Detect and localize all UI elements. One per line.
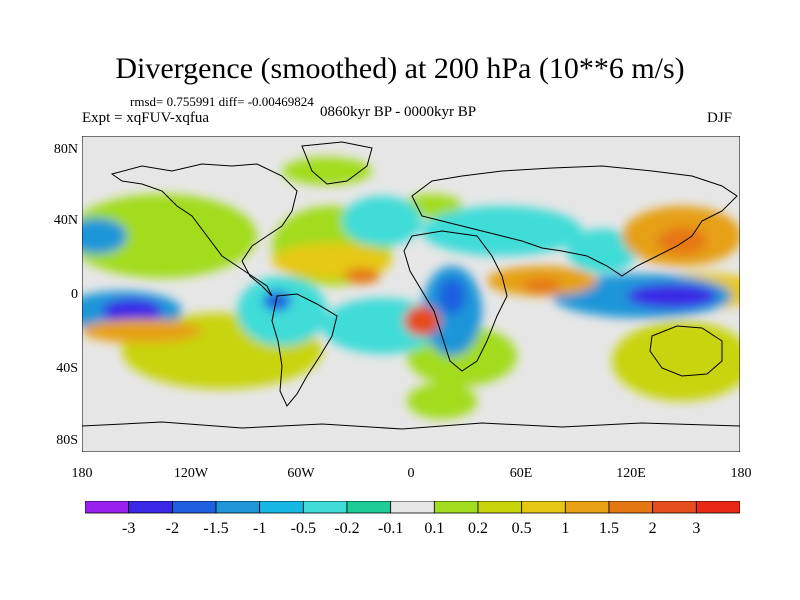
lon-tick-label: 180: [730, 466, 752, 481]
colorbar-label: -0.5: [290, 520, 316, 537]
colorbar-label: -1: [252, 520, 267, 537]
colorbar-label: 3: [692, 520, 701, 537]
lat-tick-label: 0: [71, 287, 78, 302]
colorbar-swatch: [433, 501, 479, 514]
colorbar-swatch: [215, 501, 261, 514]
colorbar-label: 0.5: [511, 520, 532, 537]
colorbar-label: 2: [648, 520, 657, 537]
colorbar-swatch: [85, 501, 130, 514]
colorbar-label: -3: [121, 520, 136, 537]
colorbar-label: -0.1: [377, 520, 404, 537]
colorbar-label: 0.1: [424, 520, 445, 537]
colorbar-swatch: [695, 501, 740, 514]
lat-tick-label: 40S: [56, 361, 78, 376]
colorbar-swatch: [652, 501, 697, 514]
lat-tick-label: 80N: [53, 142, 78, 157]
colorbar-swatch: [608, 501, 654, 514]
colorbar-swatch: [390, 501, 435, 514]
divergence-map: [82, 136, 740, 452]
colorbar-label: -1.5: [203, 520, 229, 537]
season-label: DJF: [707, 110, 733, 126]
colorbar-label: -2: [165, 520, 179, 537]
colorbar-swatch: [521, 501, 566, 514]
period-label: 0860kyr BP - 0000kyr BP: [320, 104, 477, 120]
colorbar-swatch: [128, 501, 173, 514]
colorbar-swatch: [259, 501, 304, 514]
plot-title: Divergence (smoothed) at 200 hPa (10**6 …: [115, 52, 685, 85]
colorbar-label: 1: [561, 520, 570, 537]
lat-tick-label: 40N: [53, 213, 78, 228]
divergence-field: [82, 157, 740, 419]
colorbar-swatch: [564, 501, 610, 514]
colorbar-swatch: [171, 501, 217, 514]
lon-tick-label: 0: [407, 466, 415, 481]
lon-tick-label: 120W: [173, 466, 209, 481]
lon-tick-label: 60E: [509, 466, 533, 481]
lat-tick-label: 80S: [56, 433, 78, 448]
colorbar-swatch: [477, 501, 523, 514]
colorbar-label: 1.5: [599, 520, 619, 537]
experiment-label: Expt = xqFUV-xqfua: [82, 110, 210, 126]
colorbar-label: 0.2: [468, 520, 488, 537]
colorbar: [85, 501, 740, 514]
colorbar-swatch: [346, 501, 392, 514]
stats-text: rmsd= 0.755991 diff= -0.00469824: [130, 94, 314, 109]
lon-tick-label: 180: [71, 466, 93, 481]
lon-tick-label: 120E: [616, 466, 646, 481]
colorbar-swatch: [302, 501, 348, 514]
lon-tick-label: 60W: [287, 466, 315, 481]
colorbar-label: -0.2: [334, 520, 360, 537]
coastlines: [82, 141, 740, 430]
